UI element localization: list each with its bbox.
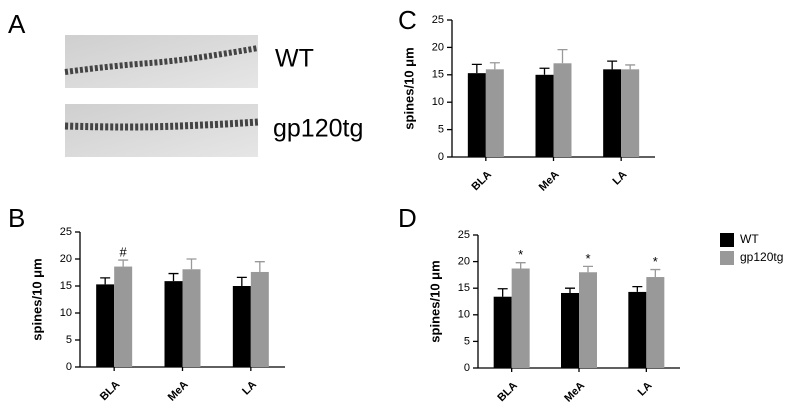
annotation: #	[120, 245, 128, 260]
bar	[232, 286, 251, 367]
annotation: *	[585, 251, 590, 266]
y-tick-label: 15	[432, 69, 444, 81]
y-tick-label: 5	[66, 334, 72, 346]
bar	[182, 269, 201, 367]
error-bar	[632, 285, 643, 292]
bar	[646, 277, 665, 368]
y-tick-label: 25	[458, 229, 470, 241]
image-label: WT	[275, 45, 314, 73]
y-axis-label: spines/10 μm	[401, 47, 416, 129]
error-bar	[118, 259, 129, 267]
bar	[621, 69, 640, 157]
error-bar	[625, 64, 636, 70]
x-tick-label: BLA	[470, 169, 495, 194]
legend-swatch	[720, 251, 734, 265]
legend-label: WT	[740, 232, 759, 246]
y-tick-label: 0	[464, 362, 470, 374]
legend-label: gp120tg	[740, 250, 783, 264]
y-tick-label: 15	[60, 280, 72, 292]
bar	[579, 272, 597, 368]
bar	[96, 284, 115, 367]
x-tick-label: BLA	[98, 379, 123, 404]
bar	[485, 69, 504, 157]
x-tick-label: LA	[610, 169, 629, 188]
y-tick-label: 10	[60, 307, 72, 319]
error-bar	[557, 48, 568, 64]
y-tick-label: 15	[458, 282, 470, 294]
legend-swatch	[720, 233, 734, 247]
error-bar	[583, 265, 593, 273]
error-bar	[236, 276, 247, 286]
x-tick-label: LA	[636, 380, 655, 399]
x-tick-label: MeA	[562, 380, 587, 405]
error-bar	[539, 67, 550, 75]
error-bar	[186, 258, 197, 270]
bar	[535, 74, 554, 157]
x-tick-label: MeA	[537, 169, 562, 194]
bar	[561, 292, 579, 368]
dendrite	[64, 45, 259, 75]
x-tick-label: LA	[240, 379, 259, 398]
bar	[467, 73, 486, 157]
dendrite-image	[65, 104, 258, 157]
bar	[114, 266, 133, 367]
y-axis-label: spines/10 μm	[29, 258, 44, 340]
x-tick-label: BLA	[495, 380, 520, 405]
x-tick-label: MeA	[166, 379, 191, 404]
y-tick-label: 25	[60, 226, 72, 238]
y-tick-label: 0	[438, 151, 444, 163]
bar	[603, 69, 622, 157]
y-tick-label: 5	[464, 335, 470, 347]
y-axis-label: spines/10 μm	[427, 260, 442, 342]
y-tick-label: 20	[60, 253, 72, 265]
bar	[511, 268, 530, 368]
error-bar	[607, 60, 618, 70]
error-bar	[565, 287, 575, 293]
annotation: *	[518, 247, 523, 262]
panel-label: D	[398, 203, 417, 233]
y-tick-label: 10	[432, 96, 444, 108]
image-label: gp120tg	[273, 115, 363, 143]
y-tick-label: 25	[432, 14, 444, 26]
bar	[164, 281, 183, 367]
panel-label: C	[398, 5, 417, 35]
dendrite	[64, 118, 259, 131]
annotation: *	[653, 254, 658, 269]
bar	[628, 291, 647, 368]
bar	[250, 271, 269, 367]
error-bar	[100, 277, 111, 285]
y-tick-label: 10	[458, 309, 470, 321]
y-tick-label: 5	[438, 124, 444, 136]
error-bar	[489, 62, 500, 70]
error-bar	[650, 268, 661, 278]
error-bar	[515, 262, 526, 269]
panel-label: A	[8, 9, 26, 39]
error-bar	[497, 288, 508, 297]
panel-label: B	[8, 203, 25, 233]
bar	[493, 296, 512, 368]
error-bar	[471, 63, 482, 74]
error-bar	[168, 272, 179, 282]
y-tick-label: 20	[458, 256, 470, 268]
error-bar	[254, 261, 265, 272]
bar	[553, 63, 572, 157]
y-tick-label: 20	[432, 41, 444, 53]
y-tick-label: 0	[66, 361, 72, 373]
